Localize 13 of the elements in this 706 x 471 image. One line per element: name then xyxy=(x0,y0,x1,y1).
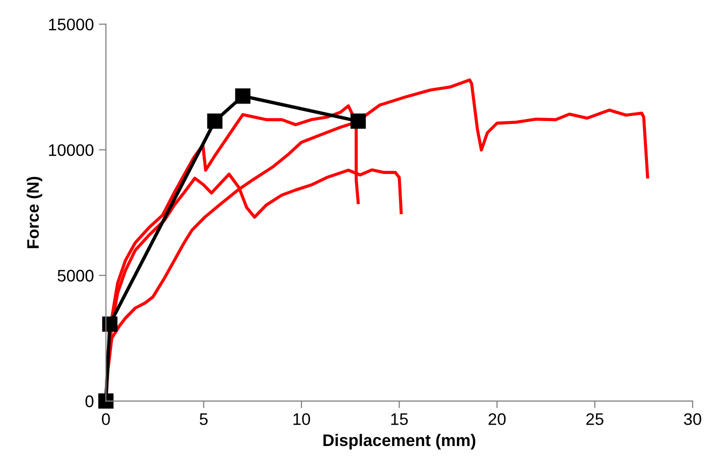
x-tick-label: 30 xyxy=(684,413,702,426)
x-tick-label: 25 xyxy=(586,413,604,426)
y-axis-title: Force (N) xyxy=(26,176,42,248)
y-tick-label: 0 xyxy=(85,395,94,408)
x-tick-label: 20 xyxy=(488,413,506,426)
x-tick-label: 15 xyxy=(391,413,408,426)
y-tick-label: 10000 xyxy=(49,144,94,156)
x-tick-label: 10 xyxy=(293,413,310,426)
x-tick-label: 5 xyxy=(200,413,208,426)
y-tick-label: 15000 xyxy=(49,18,94,30)
y-tick-label: 5000 xyxy=(58,270,94,282)
x-tick-label: 0 xyxy=(102,413,110,426)
x-axis-title: Displacement (mm) xyxy=(323,434,476,450)
